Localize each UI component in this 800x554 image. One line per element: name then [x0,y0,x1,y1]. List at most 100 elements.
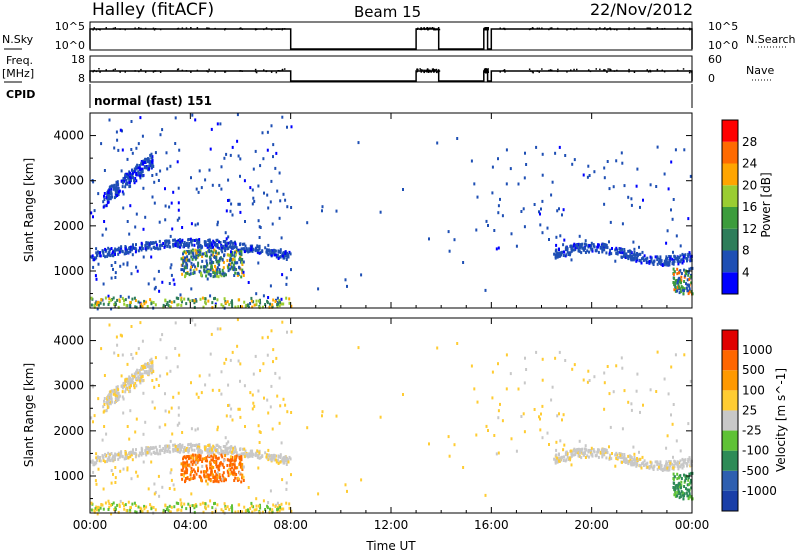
echo-cell [205,448,208,452]
echo-cell [125,249,128,253]
echo-cell [238,407,241,411]
echo-cell [210,467,213,471]
echo-cell [214,296,216,300]
nsky-point [214,27,216,30]
echo-cell [109,459,112,463]
echo-cell [250,501,253,505]
echo-cell [129,250,132,254]
echo-cell [242,479,245,482]
echo-cell [428,237,430,241]
echo-cell [691,497,694,501]
echo-cell [140,509,143,513]
echo-cell [274,371,277,375]
echo-cell [131,246,134,250]
echo-cell [175,501,178,505]
echo-cell [104,255,107,259]
echo-cell [259,503,261,507]
echo-cell [523,430,526,434]
echo-cell [684,269,687,273]
echo-cell [157,247,160,251]
echo-cell [150,361,153,365]
echo-cell [201,296,204,300]
echo-cell [216,457,219,461]
echo-cell [497,211,500,215]
echo-cell [134,250,137,254]
echo-cell [191,249,194,253]
y-tick-label: 4000 [53,129,84,143]
echo-cell [484,493,487,497]
echo-cell [178,216,181,220]
echo-cell [95,303,98,307]
date-title: 22/Nov/2012 [590,0,693,19]
nsearch-label: N.Search [746,33,796,46]
echo-cell [656,256,659,260]
echo-cell [271,510,274,514]
echo-cell [187,454,190,458]
echo-cell [203,473,206,477]
echo-cell [194,453,197,457]
echo-cell [123,507,126,511]
echo-cell [153,277,156,281]
echo-cell [267,448,270,452]
echo-cell [129,184,132,188]
echo-cell [684,253,687,257]
echo-cell [241,463,244,466]
echo-cell [237,476,240,480]
echo-cell [183,502,186,506]
echo-cell [247,455,250,459]
echo-cell [102,200,105,204]
echo-cell [218,257,221,261]
echo-cell [181,300,183,304]
echo-cell [290,268,292,272]
echo-cell [623,453,626,456]
echo-cell [668,468,671,472]
echo-cell [143,507,146,511]
echo-cell [168,299,171,303]
echo-cell [174,116,177,120]
echo-cell [149,358,152,362]
nsky-point [588,27,590,30]
echo-cell [151,159,154,163]
echo-cell [147,364,149,368]
echo-cell [181,473,184,477]
echo-cell [216,122,219,126]
echo-cell [681,466,684,470]
echo-cell [129,508,132,512]
echo-cell [207,443,210,447]
echo-cell [276,296,279,300]
echo-cell [230,450,233,454]
echo-cell [148,366,151,370]
freq-point [185,70,188,72]
echo-cell [131,451,134,455]
echo-cell [227,471,230,475]
echo-cell [218,473,221,477]
echo-cell [253,404,256,408]
echo-cell [130,179,132,183]
nsky-point [483,28,486,31]
echo-cell [157,384,160,387]
echo-cell [594,249,597,253]
echo-cell [235,246,238,250]
echo-cell [678,485,681,489]
echo-cell [286,330,288,334]
echo-cell [110,264,113,267]
echo-cell [222,260,225,264]
echo-cell [147,487,150,491]
echo-cell [674,282,677,286]
echo-cell [614,248,617,252]
echo-cell [189,237,192,241]
nsky-right-tick-bottom: 10^0 [708,39,738,52]
echo-cell [661,469,664,472]
echo-cell [222,471,225,475]
x-tick-label: 12:00 [374,518,409,532]
echo-cell [215,463,218,467]
echo-cell [135,384,138,388]
echo-cell [640,261,643,265]
echo-cell [238,471,241,475]
echo-cell [143,161,146,164]
echo-cell [234,476,237,480]
echo-cell [114,253,116,256]
echo-cell [168,282,171,285]
nsky-point [433,28,435,30]
echo-cell [605,251,608,255]
